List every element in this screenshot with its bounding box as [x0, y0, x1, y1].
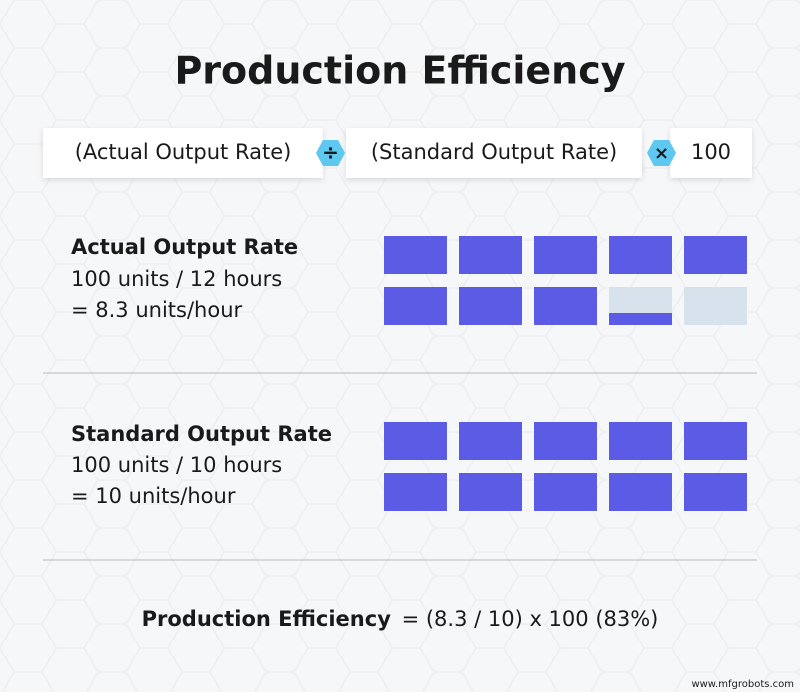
block-empty: [684, 287, 747, 325]
block: [609, 473, 672, 511]
block: [534, 422, 597, 460]
formula-term: 100: [691, 140, 731, 164]
block: [534, 473, 597, 511]
term-box: [43, 128, 323, 178]
block: [459, 236, 522, 274]
block: [384, 287, 447, 325]
formula-term: (Actual Output Rate): [75, 140, 292, 164]
actual-blocks: [384, 236, 747, 325]
block: [384, 473, 447, 511]
formula-term: (Standard Output Rate): [371, 140, 617, 164]
block-partial: [609, 313, 672, 325]
block: [534, 236, 597, 274]
section-line: 100 units / 12 hours: [71, 267, 282, 291]
watermark: www.mfgrobots.com: [691, 679, 794, 690]
section-heading: Actual Output Rate: [71, 235, 298, 259]
block: [609, 422, 672, 460]
term-box: [670, 128, 752, 178]
block: [534, 287, 597, 325]
block: [609, 236, 672, 274]
section-line: = 10 units/hour: [71, 484, 236, 508]
result: Production Efficiency = (8.3 / 10) x 100…: [142, 607, 659, 631]
result-expression: = (8.3 / 10) x 100 (83%): [402, 607, 659, 631]
block: [684, 422, 747, 460]
block: [459, 422, 522, 460]
operator: ×: [654, 143, 669, 164]
block: [459, 287, 522, 325]
operator-icon: [647, 140, 676, 166]
block: [384, 422, 447, 460]
block: [384, 236, 447, 274]
block: [684, 236, 747, 274]
result-label: Production Efficiency: [142, 607, 392, 631]
term-box: [346, 128, 642, 178]
section-line: = 8.3 units/hour: [71, 298, 243, 322]
block: [459, 473, 522, 511]
block: [684, 473, 747, 511]
operator-icon: [316, 140, 345, 166]
section-heading: Standard Output Rate: [71, 422, 332, 446]
section-line: 100 units / 10 hours: [71, 453, 282, 477]
title: Production Efficiency: [174, 49, 625, 93]
operator: ÷: [322, 141, 339, 165]
standard-blocks: [384, 422, 747, 511]
